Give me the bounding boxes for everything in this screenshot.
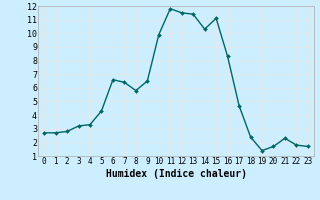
X-axis label: Humidex (Indice chaleur): Humidex (Indice chaleur): [106, 169, 246, 179]
